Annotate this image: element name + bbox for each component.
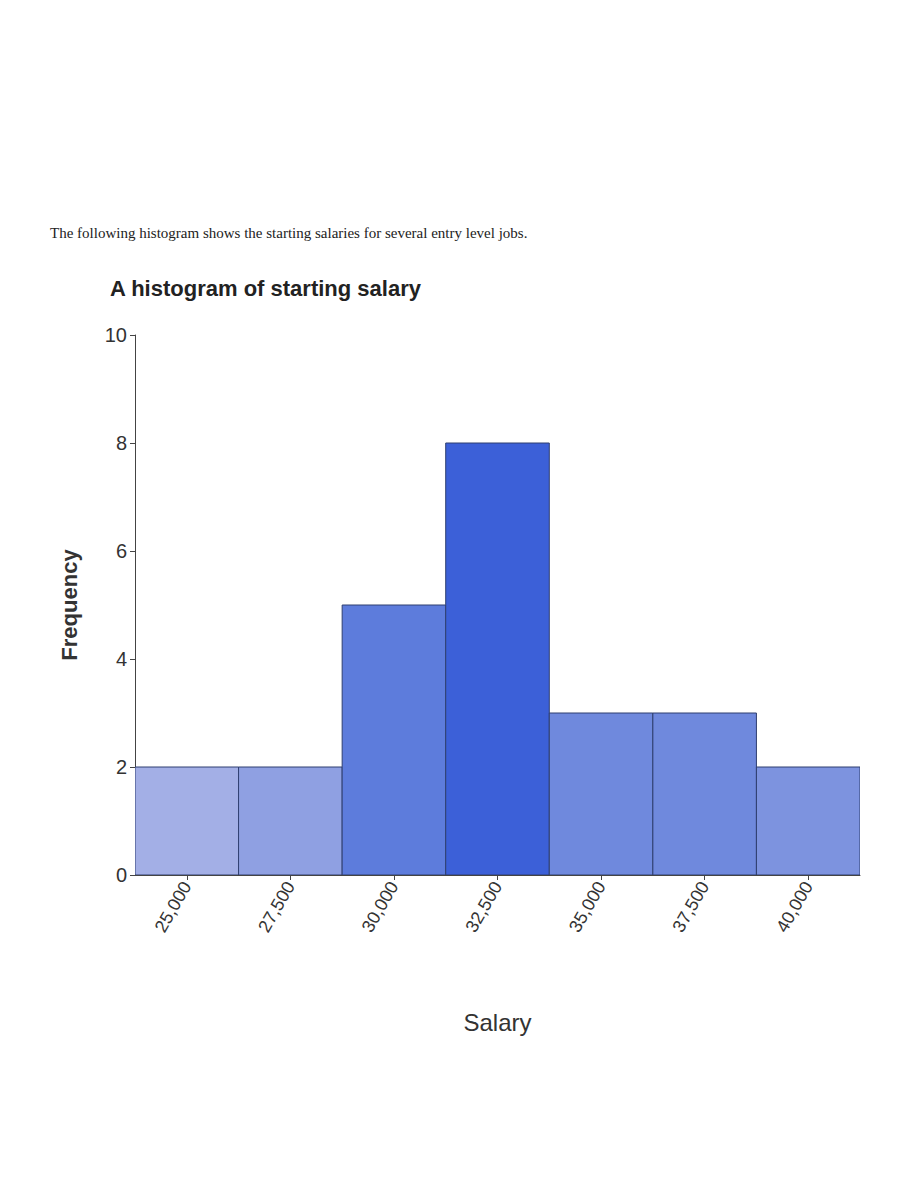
svg-text:A histogram of starting salary: A histogram of starting salary bbox=[110, 276, 422, 301]
svg-text:27,500: 27,500 bbox=[254, 878, 299, 936]
svg-text:4: 4 bbox=[116, 648, 127, 670]
svg-text:8: 8 bbox=[116, 432, 127, 454]
svg-text:30,000: 30,000 bbox=[358, 878, 403, 936]
svg-text:Frequency: Frequency bbox=[57, 549, 82, 661]
svg-text:Salary: Salary bbox=[463, 1009, 531, 1036]
svg-text:0: 0 bbox=[116, 864, 127, 886]
svg-text:The following histogram shows: The following histogram shows the starti… bbox=[50, 225, 527, 241]
svg-text:37,500: 37,500 bbox=[668, 878, 713, 936]
svg-text:6: 6 bbox=[116, 540, 127, 562]
svg-text:25,000: 25,000 bbox=[151, 878, 196, 936]
svg-text:10: 10 bbox=[105, 324, 127, 346]
svg-text:2: 2 bbox=[116, 756, 127, 778]
svg-text:35,000: 35,000 bbox=[565, 878, 610, 936]
svg-text:32,500: 32,500 bbox=[461, 878, 506, 936]
svg-text:40,000: 40,000 bbox=[772, 878, 817, 936]
